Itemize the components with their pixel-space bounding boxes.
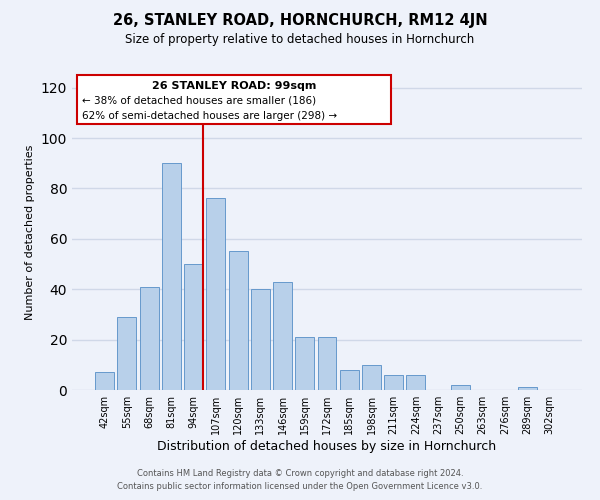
Bar xyxy=(518,388,536,390)
Bar xyxy=(451,385,470,390)
Text: ← 38% of detached houses are smaller (186): ← 38% of detached houses are smaller (18… xyxy=(82,96,316,106)
Text: Contains public sector information licensed under the Open Government Licence v3: Contains public sector information licen… xyxy=(118,482,482,491)
Text: 62% of semi-detached houses are larger (298) →: 62% of semi-detached houses are larger (… xyxy=(82,111,337,121)
Bar xyxy=(140,286,158,390)
Bar xyxy=(406,375,425,390)
Bar xyxy=(206,198,225,390)
Bar xyxy=(273,282,292,390)
Bar xyxy=(384,375,403,390)
Bar xyxy=(340,370,359,390)
Bar xyxy=(362,365,381,390)
Y-axis label: Number of detached properties: Number of detached properties xyxy=(25,145,35,320)
Bar xyxy=(317,337,337,390)
Text: Size of property relative to detached houses in Hornchurch: Size of property relative to detached ho… xyxy=(125,32,475,46)
X-axis label: Distribution of detached houses by size in Hornchurch: Distribution of detached houses by size … xyxy=(157,440,497,453)
Bar xyxy=(95,372,114,390)
FancyBboxPatch shape xyxy=(77,75,391,124)
Bar xyxy=(118,317,136,390)
Bar xyxy=(184,264,203,390)
Bar xyxy=(251,289,270,390)
Bar xyxy=(295,337,314,390)
Bar xyxy=(162,163,181,390)
Text: 26, STANLEY ROAD, HORNCHURCH, RM12 4JN: 26, STANLEY ROAD, HORNCHURCH, RM12 4JN xyxy=(113,12,487,28)
Text: Contains HM Land Registry data © Crown copyright and database right 2024.: Contains HM Land Registry data © Crown c… xyxy=(137,468,463,477)
Bar xyxy=(229,252,248,390)
Text: 26 STANLEY ROAD: 99sqm: 26 STANLEY ROAD: 99sqm xyxy=(152,82,316,92)
